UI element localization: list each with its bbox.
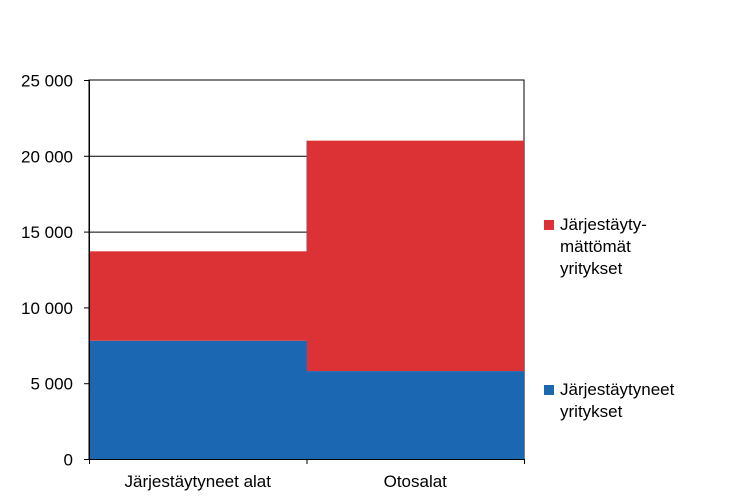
y-tick-label-0: 0 — [64, 451, 73, 470]
legend-label-unorganized: Järjestäyty- mättömät yritykset — [560, 215, 647, 278]
y-tick-label-5: 25 000 — [21, 72, 73, 91]
y-tick-label-3: 15 000 — [21, 223, 73, 242]
x-tick-label-1: Otosalat — [384, 472, 448, 491]
bar-unorganized-1 — [306, 140, 524, 372]
bar-organized-0 — [89, 340, 307, 459]
bar-organized-1 — [306, 371, 524, 459]
y-tick-label-2: 10 000 — [21, 299, 73, 318]
y-tick-label-1: 5 000 — [30, 375, 73, 394]
legend-swatch-unorganized — [544, 220, 554, 230]
legend-label-organized: Järjestäytyneet yritykset — [560, 380, 675, 421]
legend-swatch-organized — [544, 385, 554, 395]
y-tick-label-4: 20 000 — [21, 147, 73, 166]
bar-unorganized-0 — [89, 251, 307, 341]
x-tick-label-0: Järjestäytyneet alat — [125, 472, 272, 491]
